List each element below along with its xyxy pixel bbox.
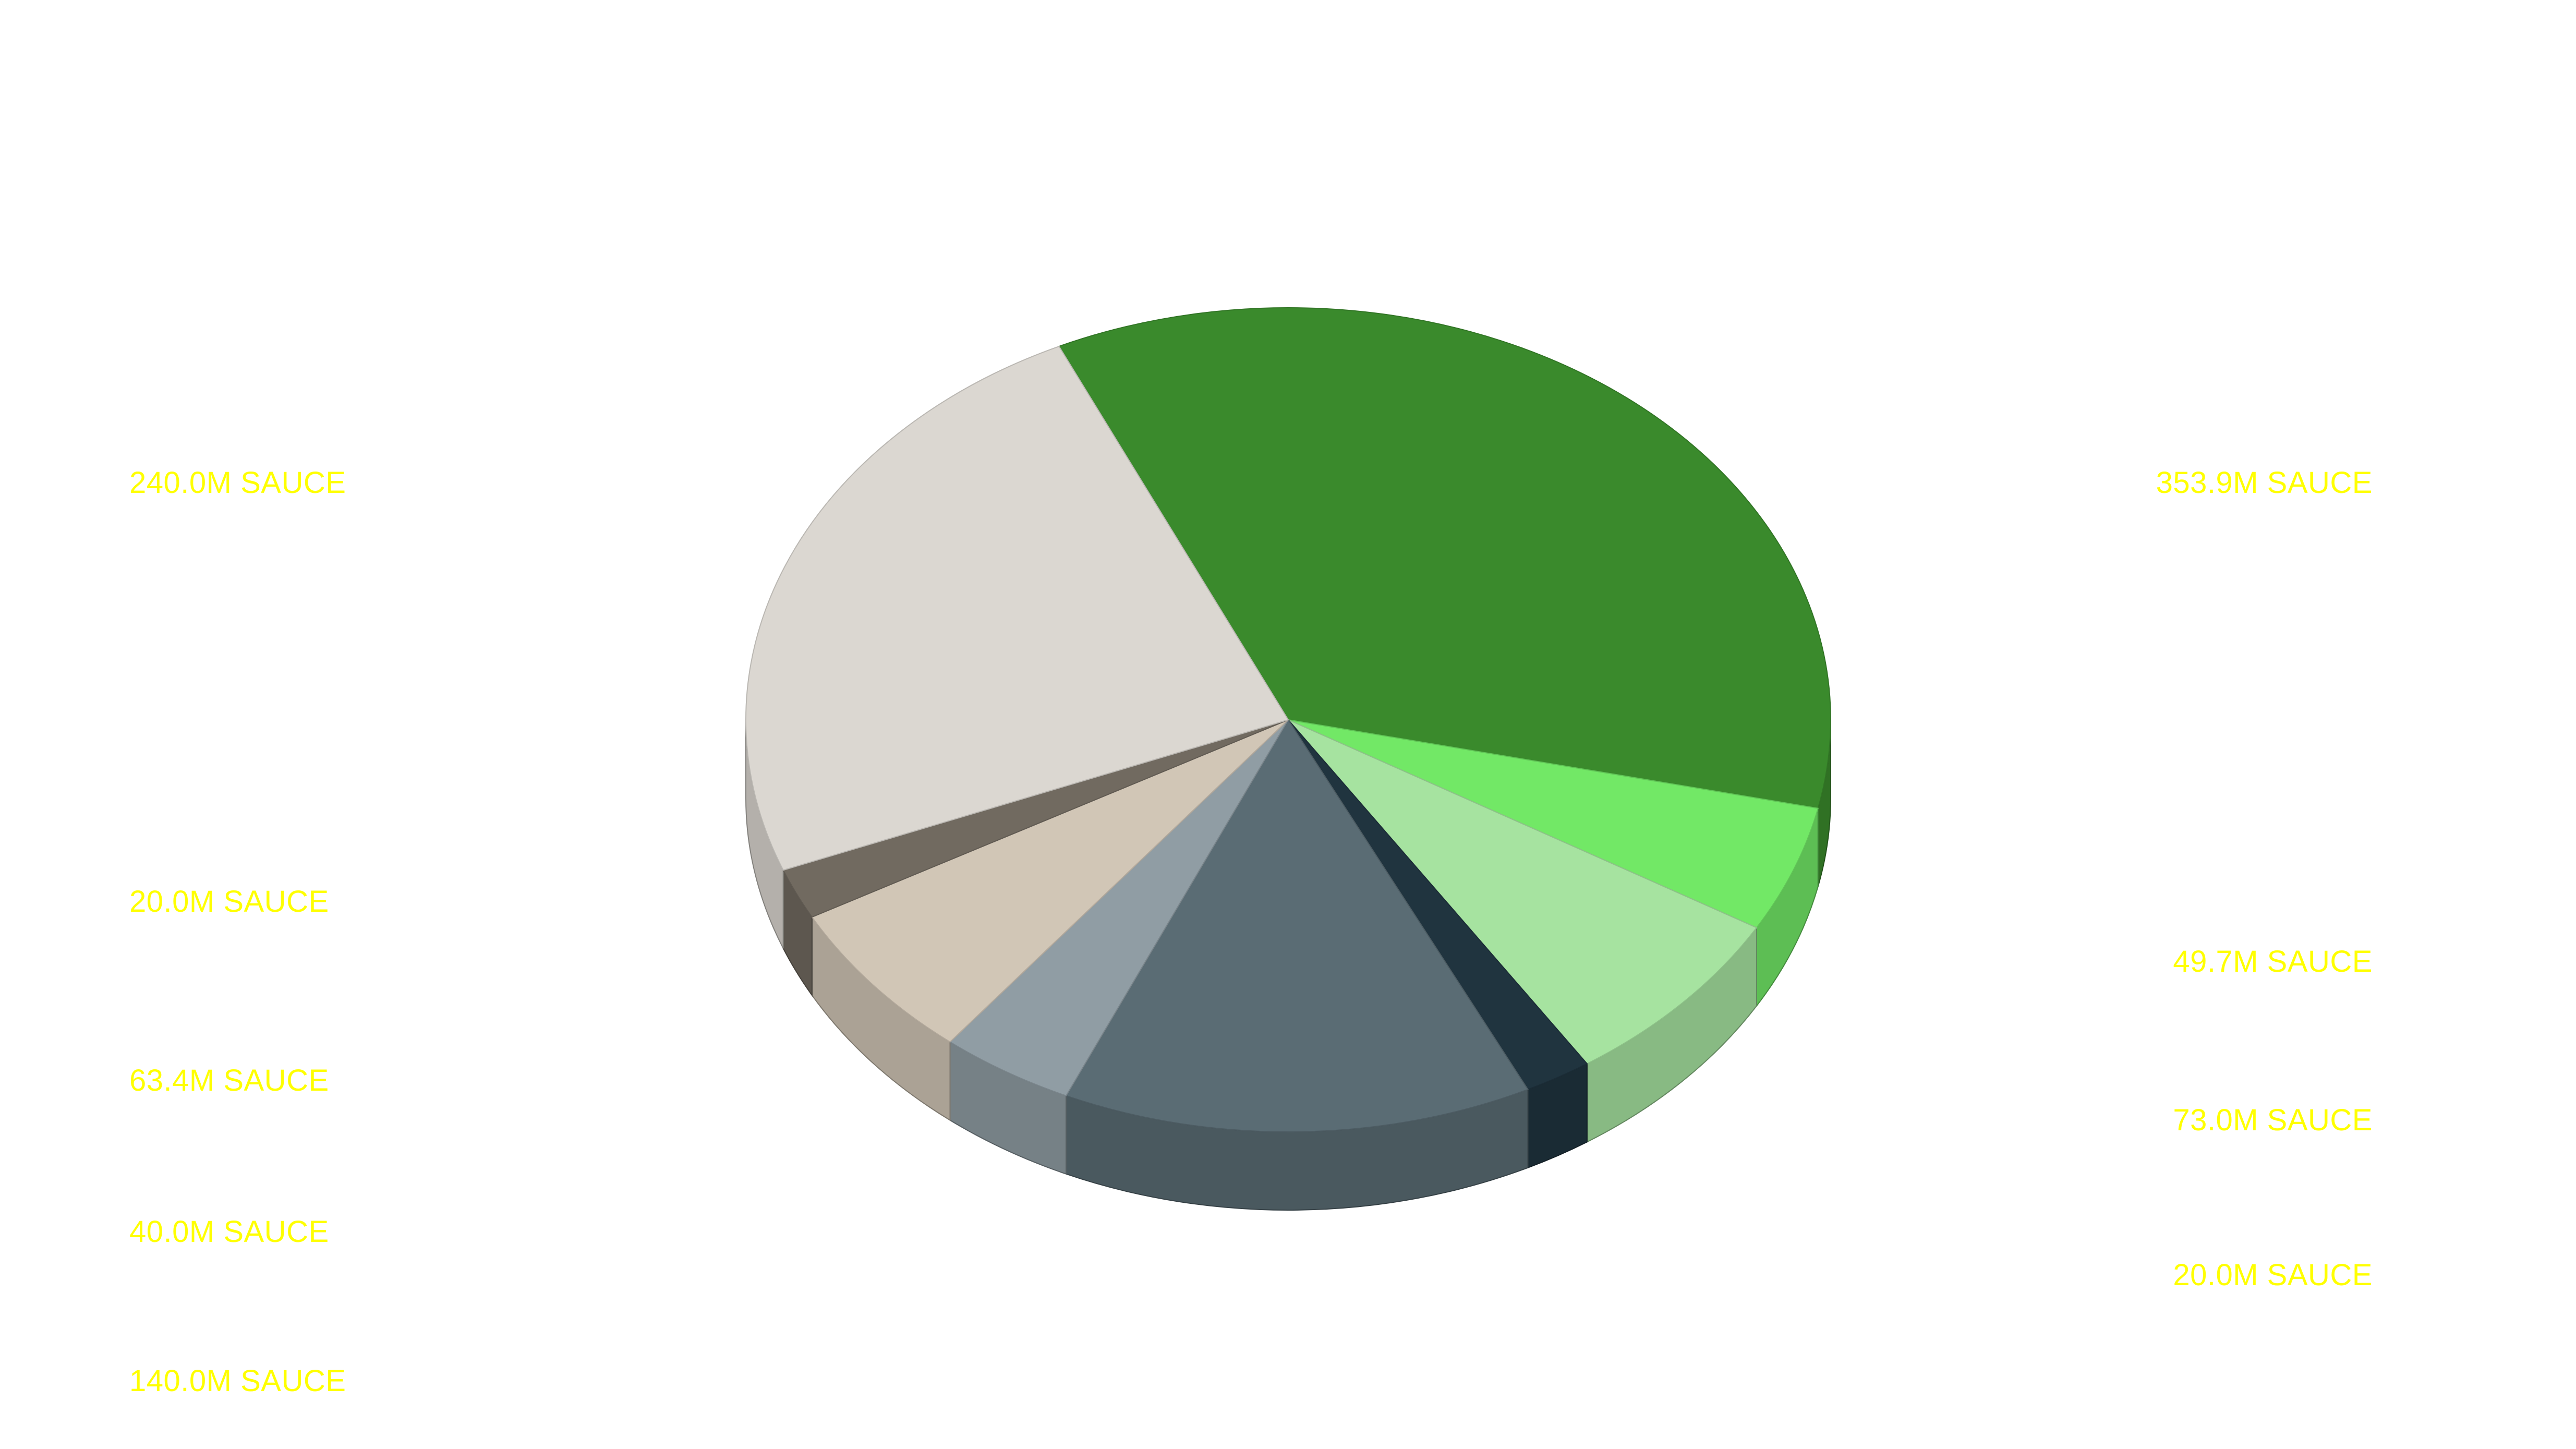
pie-side-walls xyxy=(745,719,1831,1211)
slice-label-green-bright: 49.7M SAUCE xyxy=(2173,945,2373,979)
slice-label-green-dark: 353.9M SAUCE xyxy=(2156,466,2373,500)
slice-label-navy: 20.0M SAUCE xyxy=(2173,1258,2373,1292)
slice-label-grey-blue: 40.0M SAUCE xyxy=(129,1215,329,1249)
pie-slice-4 xyxy=(1065,719,1529,1132)
pie-top-faces xyxy=(745,307,1831,1132)
pie-slice-6 xyxy=(811,719,1289,1043)
pie-slice-1 xyxy=(1288,719,1819,928)
pie-slice-0 xyxy=(1058,307,1831,809)
pie-slice-2 xyxy=(1288,719,1758,1065)
pie-slice-8 xyxy=(745,345,1289,871)
slice-label-tan: 63.4M SAUCE xyxy=(129,1064,329,1097)
slice-label-slate: 140.0M SAUCE xyxy=(129,1364,346,1398)
slice-label-green-light: 73.0M SAUCE xyxy=(2173,1103,2373,1137)
slice-label-taupe: 20.0M SAUCE xyxy=(129,885,329,919)
pie-slice-5 xyxy=(949,719,1289,1096)
slice-label-beige: 240.0M SAUCE xyxy=(129,466,346,500)
